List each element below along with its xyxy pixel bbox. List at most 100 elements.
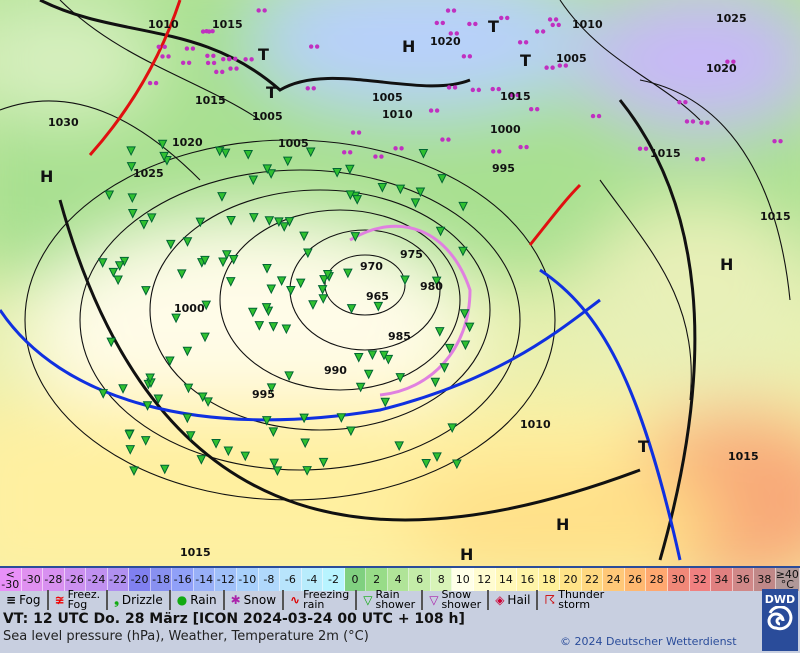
rain-shower-icon xyxy=(395,373,406,383)
occlusion xyxy=(349,224,472,397)
fog-icon: ≡ xyxy=(6,593,17,607)
legend-item: ▽ Snow shower xyxy=(421,589,487,610)
rain-shower-icon xyxy=(114,261,125,271)
rain-shower-icon xyxy=(182,413,193,424)
rain-shower-icon xyxy=(346,304,357,314)
rain-shower-icon xyxy=(200,332,210,343)
high-center: H xyxy=(720,255,733,274)
snow-icon xyxy=(200,29,212,34)
pressure-label: 965 xyxy=(366,290,389,303)
rain-shower-icon xyxy=(363,369,374,380)
rain-shower-icon xyxy=(247,307,258,318)
scale-cell: -8 xyxy=(258,568,281,591)
rain-shower-icon xyxy=(106,337,117,348)
snow-icon xyxy=(308,44,320,49)
rain-shower-icon xyxy=(346,426,356,437)
rain-shower-icon xyxy=(197,392,208,403)
snow-shower-icon: ▽ xyxy=(429,593,439,607)
rain-shower-icon xyxy=(318,294,329,304)
snow-icon xyxy=(547,17,559,22)
scale-cell: -24 xyxy=(86,568,108,591)
rain-shower-icon xyxy=(279,222,290,232)
high-center: H xyxy=(460,545,473,564)
pressure-label: 1010 xyxy=(520,418,551,431)
rain-shower-icon xyxy=(302,466,312,476)
high-center: H xyxy=(402,37,415,56)
rain-shower-icon xyxy=(108,267,119,278)
rain-shower-icon xyxy=(379,350,389,361)
high-center: H xyxy=(556,515,569,534)
legend-item: ❟ Drizzle xyxy=(106,590,169,610)
snow-icon xyxy=(214,69,225,75)
rain-shower-icon xyxy=(266,383,277,393)
legend-label: Snow xyxy=(243,593,277,607)
snow-icon xyxy=(772,138,783,144)
pressure-label: 1005 xyxy=(252,110,283,123)
rain-shower-icon xyxy=(196,455,207,465)
major-isobars xyxy=(39,0,697,561)
rain-shower-icon xyxy=(322,269,333,280)
snow-icon xyxy=(544,65,555,70)
scale-cell: -22 xyxy=(107,568,130,591)
legend-label: Hail xyxy=(507,593,531,607)
rain-shower-icon xyxy=(104,190,115,201)
warm-front xyxy=(88,0,182,156)
snow-icon xyxy=(428,108,440,113)
rain-shower-icon xyxy=(140,436,151,446)
rain-shower-icon xyxy=(145,373,155,384)
rain-shower-icon xyxy=(284,371,294,382)
pressure-label: 1015 xyxy=(650,147,681,160)
snow-icon xyxy=(699,120,710,125)
freezing-fog-icon: ≆ xyxy=(54,593,65,607)
weather-legend: ≡ Fog ≆ Freez. Fog ❟ Drizzle ● Rain ✱ Snow ∿ Freezi… xyxy=(0,589,758,611)
low-center: T xyxy=(266,83,277,102)
snow-icon xyxy=(434,20,445,26)
pressure-label: 1015 xyxy=(195,94,226,107)
low-center: T xyxy=(520,51,531,70)
rain-shower-icon xyxy=(395,184,406,195)
rain-shower-icon xyxy=(201,300,212,311)
scale-cell: -16 xyxy=(172,568,194,591)
rain-shower-icon xyxy=(223,446,234,457)
rain-shower-icon xyxy=(421,459,431,469)
snow-icon xyxy=(243,57,254,62)
pressure-label: 1015 xyxy=(728,450,759,463)
rain-shower-icon xyxy=(153,394,164,405)
scale-cell: -26 xyxy=(64,568,87,591)
rain-shower-icon xyxy=(261,303,272,313)
copyright: © 2024 Deutscher Wetterdienst xyxy=(560,635,737,648)
rain-shower-icon xyxy=(266,284,277,295)
pressure-label: 1030 xyxy=(48,116,79,129)
rain-shower-icon xyxy=(126,146,136,157)
snow-icon xyxy=(491,149,502,154)
rain-shower-icon xyxy=(125,445,136,455)
pressure-label: 1015 xyxy=(180,546,211,559)
rain-shower-icon xyxy=(203,397,213,407)
pressure-label: 1005 xyxy=(372,91,403,104)
rain-shower-icon xyxy=(317,285,328,295)
rain-shower-icon xyxy=(182,346,193,357)
rain-shower-icon xyxy=(303,248,313,259)
rain-shower-icon xyxy=(97,258,108,268)
pressure-label: 990 xyxy=(324,364,347,377)
rain-icon: ● xyxy=(176,593,188,607)
snow-icon xyxy=(350,130,362,135)
rain-shower-icon xyxy=(240,451,251,462)
rain-shower-icon xyxy=(171,313,181,324)
snow-icon xyxy=(160,54,171,59)
rain-shower-icon xyxy=(459,309,470,319)
dwd-spiral-icon xyxy=(767,605,793,631)
rain-shower-icon xyxy=(447,423,458,434)
rain-shower-icon xyxy=(139,220,149,230)
legend-label: Thunder storm xyxy=(558,588,605,611)
rain-shower-icon xyxy=(165,239,176,250)
rain-shower-icon xyxy=(305,147,316,158)
legend-item: ≡ Fog xyxy=(0,590,47,610)
rain-shower-icon xyxy=(308,300,318,310)
pressure-label: 1020 xyxy=(172,136,203,149)
rain-shower-icon xyxy=(218,257,228,268)
rain-shower-icon xyxy=(261,416,272,426)
scale-cell: 12 xyxy=(474,568,496,591)
rain-shower-icon xyxy=(343,268,353,279)
scale-cell: 2 xyxy=(366,568,388,591)
